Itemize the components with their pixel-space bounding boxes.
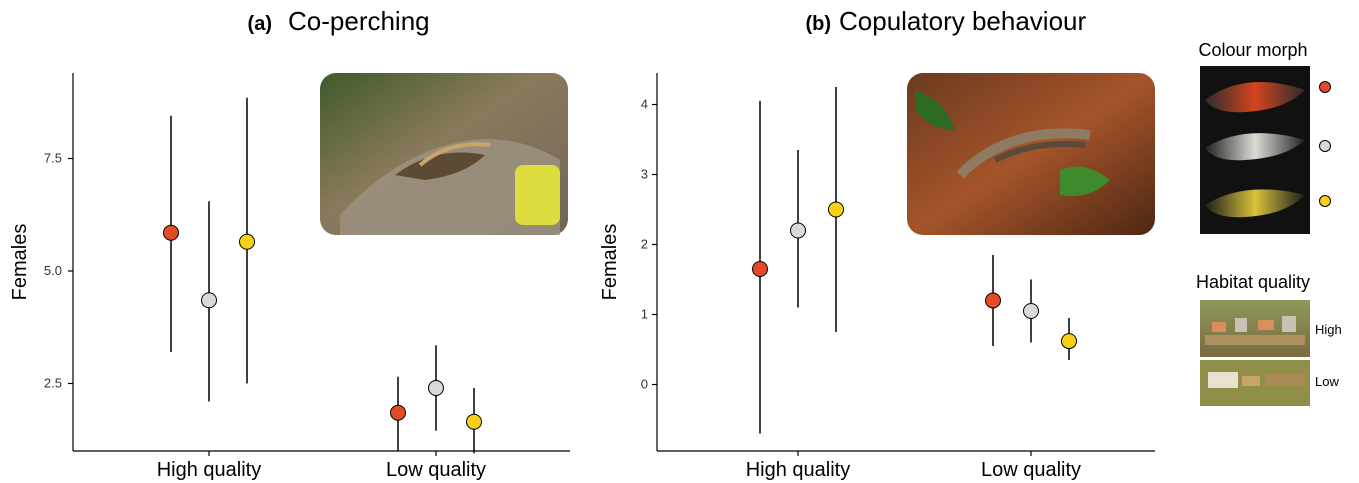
data-point <box>466 413 482 430</box>
morph-photos <box>1200 66 1310 234</box>
habitat-legend-title: Habitat quality <box>1196 272 1310 292</box>
habitat-photo-low <box>1200 360 1310 406</box>
panel-b: (b) Copulatory behaviour Females High qu… <box>599 6 1155 481</box>
y-tick-label: 2.5 <box>44 376 62 391</box>
panel-b-y-tick-labels: 0 1 2 3 4 <box>641 97 657 392</box>
y-tick-label: 3 <box>641 167 648 182</box>
panel-b-ylabel: Females <box>599 224 621 301</box>
data-point <box>1023 303 1039 319</box>
data-point <box>201 292 217 309</box>
y-tick-label: 5.0 <box>44 263 62 278</box>
panel-a-title: Co-perching <box>288 6 430 36</box>
morph-swatch-yellow <box>1319 195 1331 207</box>
panel-b-points <box>752 201 1077 350</box>
data-point <box>163 224 179 241</box>
panel-a: (a) Co-perching Females High quality Low … <box>9 6 570 481</box>
habitat-label-high: High <box>1315 322 1342 337</box>
data-point <box>828 201 844 218</box>
y-tick-label: 2 <box>641 237 648 252</box>
y-tick-label: 0 <box>641 377 648 392</box>
x-tick-label: Low quality <box>386 459 486 481</box>
panel-a-y-tick-labels: 2.5 5.0 7.5 <box>44 151 73 391</box>
y-tick-label: 1 <box>641 307 648 322</box>
y-tick-label: 4 <box>641 97 648 112</box>
panel-b-photo <box>907 73 1155 235</box>
x-tick-label: High quality <box>746 459 851 481</box>
colour-morph-legend: Colour morph <box>1198 40 1331 234</box>
data-point <box>985 292 1001 309</box>
panel-b-letter: (b) <box>805 13 831 35</box>
habitat-label-low: Low <box>1315 374 1339 389</box>
habitat-quality-legend: Habitat quality High Low <box>1196 272 1342 406</box>
data-point <box>752 261 768 277</box>
habitat-photo-high <box>1200 300 1310 357</box>
panel-b-axes <box>656 73 1155 452</box>
panel-a-letter: (a) <box>248 13 272 35</box>
data-point <box>390 404 406 421</box>
panel-a-ylabel: Females <box>9 224 31 301</box>
panel-a-points <box>163 224 482 430</box>
y-tick-label: 7.5 <box>44 151 62 166</box>
panel-a-x-tick-labels: High quality Low quality <box>157 451 486 481</box>
x-tick-label: Low quality <box>981 459 1081 481</box>
panel-b-x-tick-labels: High quality Low quality <box>746 451 1081 481</box>
panel-b-title: Copulatory behaviour <box>839 6 1086 36</box>
morph-swatch-grey <box>1319 140 1331 152</box>
data-point <box>428 380 444 396</box>
data-point <box>1061 333 1077 350</box>
data-point <box>790 222 806 239</box>
data-point <box>239 233 255 250</box>
x-tick-label: High quality <box>157 459 262 481</box>
panel-a-photo <box>320 73 568 235</box>
morph-swatch-red <box>1319 81 1331 93</box>
panel-a-axes <box>72 73 570 452</box>
colour-morph-legend-title: Colour morph <box>1198 40 1307 60</box>
